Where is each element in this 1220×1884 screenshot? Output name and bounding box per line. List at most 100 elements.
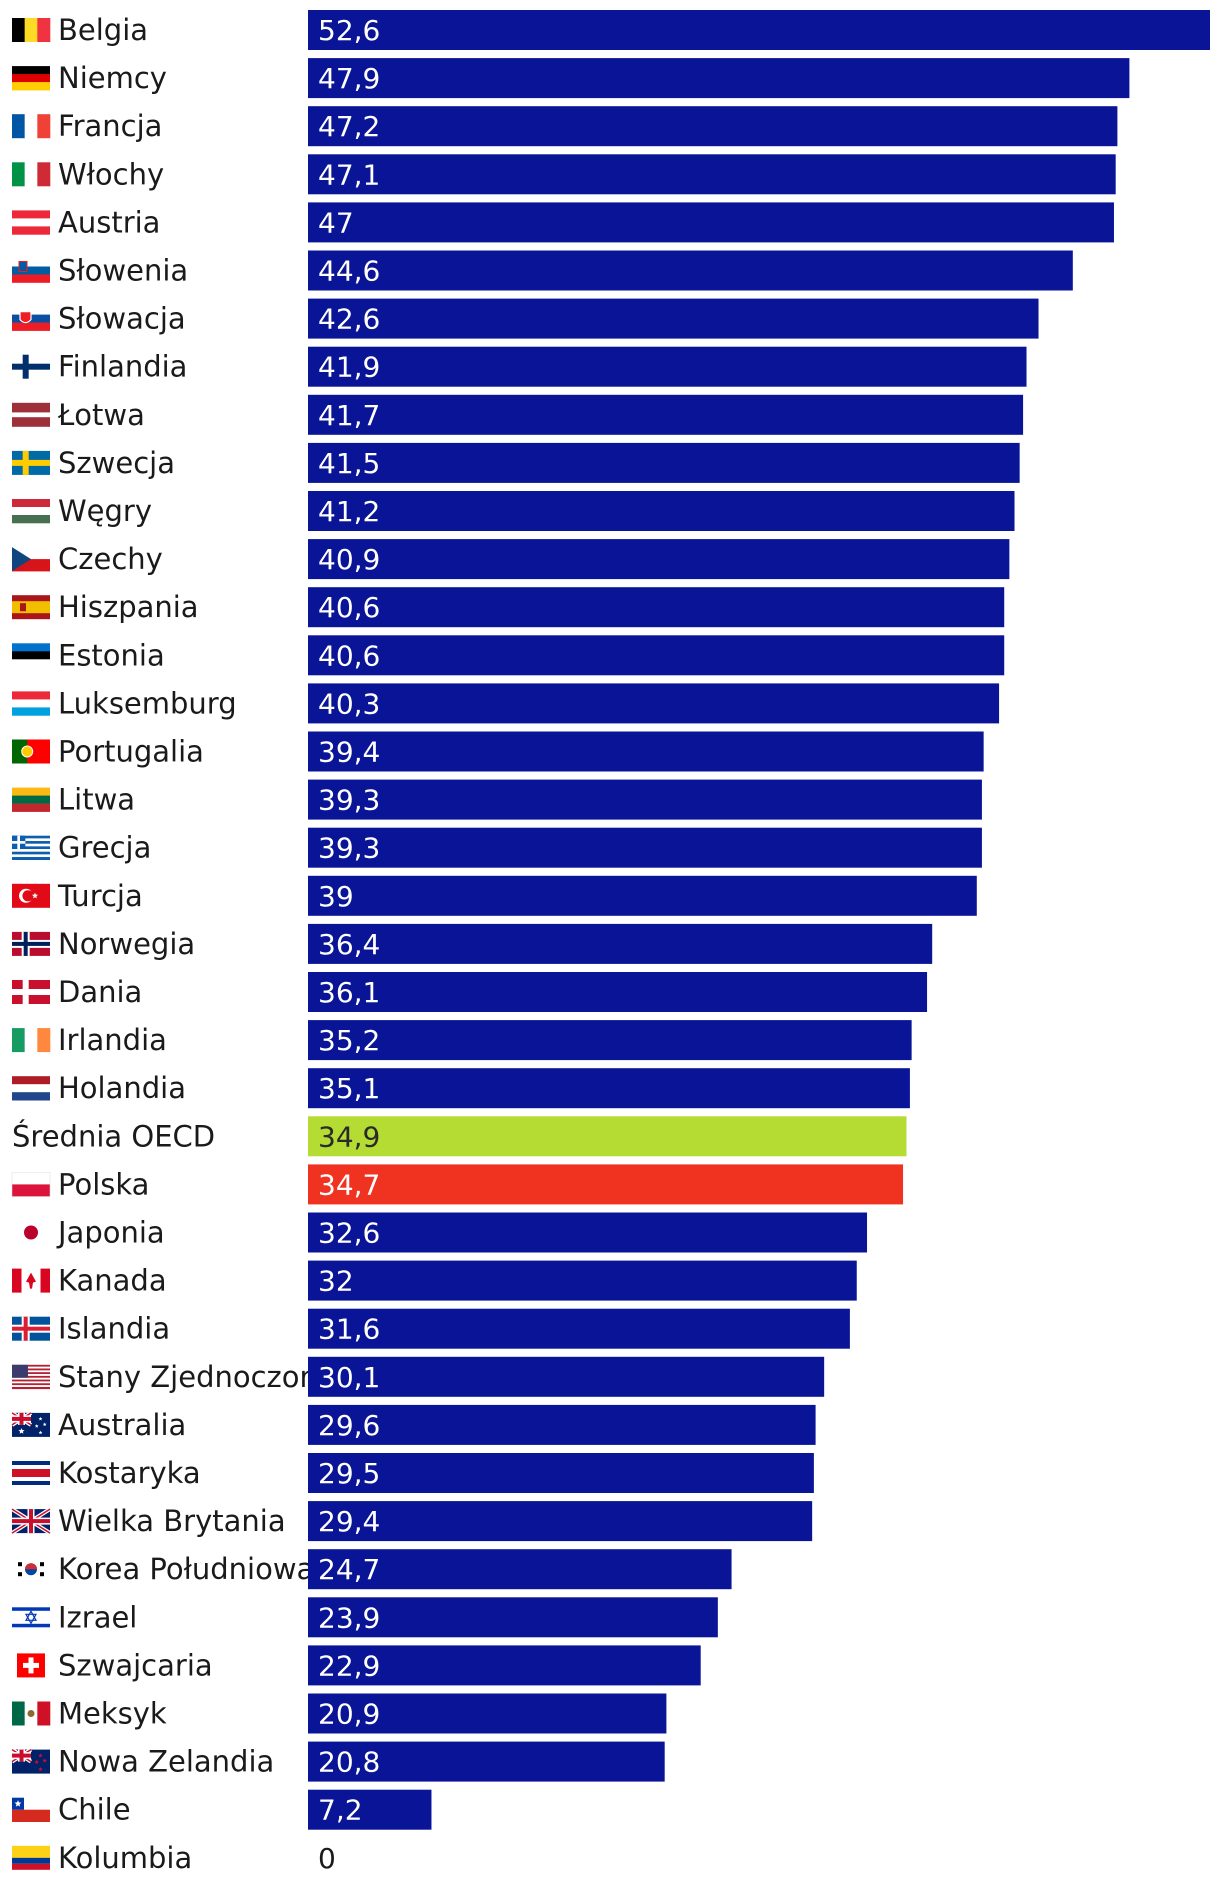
category-label: Finlandia	[58, 350, 187, 384]
category-label: Japonia	[56, 1216, 165, 1250]
data-label: 22,9	[318, 1649, 380, 1682]
bar	[308, 539, 1010, 580]
bar	[308, 1549, 732, 1590]
is-flag-icon	[12, 1316, 50, 1341]
category-label: Estonia	[58, 638, 165, 672]
data-label: 41,5	[318, 447, 380, 480]
data-label: 23,9	[318, 1601, 380, 1634]
chart-row: Japonia 32,6	[12, 1212, 868, 1253]
bar	[308, 1789, 432, 1830]
chart-row: Portugalia 39,4	[12, 731, 984, 772]
chart-row: Węgry 41,2	[12, 491, 1015, 531]
ee-flag-icon	[12, 643, 50, 668]
chart-row: Kolumbia 0	[12, 1841, 336, 1875]
jp-flag-icon	[12, 1220, 50, 1245]
data-label: 44,6	[318, 255, 380, 288]
au-flag-icon	[10, 1411, 50, 1437]
pt-flag-icon	[12, 739, 50, 764]
se-flag-icon	[12, 450, 50, 475]
data-label: 36,4	[318, 928, 380, 961]
data-label: 29,6	[318, 1409, 380, 1442]
chart-row: Słowacja 42,6	[12, 298, 1039, 339]
bar	[308, 1597, 718, 1638]
data-label: 32	[318, 1265, 354, 1298]
category-label: Nowa Zelandia	[58, 1745, 274, 1779]
bar	[308, 346, 1027, 387]
bar	[308, 1693, 667, 1734]
bar	[308, 298, 1039, 339]
data-label: 47,9	[318, 62, 380, 95]
kr-flag-icon	[12, 1557, 50, 1582]
chart-row: Nowa Zelandia 20,8	[10, 1741, 665, 1782]
category-label: Irlandia	[58, 1023, 167, 1057]
bar	[308, 923, 933, 964]
data-label: 7,2	[318, 1794, 363, 1827]
bar	[308, 202, 1114, 243]
category-label: Dania	[58, 975, 142, 1009]
bar	[308, 1260, 857, 1301]
bar	[308, 1020, 912, 1061]
category-label: Luksemburg	[58, 686, 237, 720]
category-label: Średnia OECD	[12, 1119, 215, 1153]
data-label: 47,1	[318, 158, 380, 191]
chart-row: Luksemburg 40,3	[12, 683, 1000, 724]
data-label: 20,9	[318, 1698, 380, 1731]
chart-row: Kanada 32	[12, 1260, 857, 1301]
chart-row: Islandia 31,6	[12, 1308, 850, 1349]
bar	[308, 827, 982, 868]
chart-row: Dania 36,1	[12, 972, 928, 1012]
bar	[308, 1453, 814, 1493]
es-flag-icon	[12, 595, 50, 620]
bar	[308, 972, 928, 1012]
category-label: Portugalia	[58, 735, 204, 769]
data-label: 0	[318, 1842, 336, 1875]
category-label: Czechy	[58, 542, 163, 576]
data-label: 30,1	[318, 1361, 380, 1394]
chart-row: Estonia 40,6	[12, 635, 1005, 676]
category-label: Litwa	[58, 783, 135, 817]
nz-flag-icon	[10, 1747, 50, 1774]
category-label: Węgry	[58, 494, 152, 528]
bar	[308, 1356, 825, 1397]
bar	[308, 394, 1024, 435]
bar	[308, 250, 1073, 291]
category-label: Słowenia	[58, 254, 188, 288]
category-label: Chile	[58, 1793, 131, 1827]
data-label: 47,2	[318, 110, 380, 143]
fi-flag-icon	[12, 354, 50, 379]
chart-row: Słowenia 44,6	[12, 250, 1073, 291]
chart-row: Czechy 40,9	[12, 539, 1010, 580]
category-label: Norwegia	[58, 927, 195, 961]
category-label: Belgia	[58, 13, 148, 47]
data-label: 40,3	[318, 687, 380, 720]
chart-row: Chile 7,2	[12, 1789, 432, 1830]
ie-flag-icon	[12, 1028, 51, 1053]
bar	[308, 1068, 910, 1109]
co-flag-icon	[12, 1845, 50, 1870]
bar	[308, 1404, 816, 1445]
be-flag-icon	[12, 18, 51, 42]
chart-row: Holandia 35,1	[12, 1068, 910, 1109]
chart-row: Francja 47,2	[12, 106, 1118, 147]
data-label: 41,9	[318, 351, 380, 384]
data-label: 47	[318, 206, 354, 239]
category-label: Stany Zjednoczone	[58, 1360, 336, 1394]
chart-row: Belgia 52,6	[12, 10, 1210, 50]
chart-row: Włochy 47,1	[12, 154, 1116, 195]
data-label: 41,2	[318, 495, 380, 528]
bar	[308, 154, 1116, 195]
bar	[308, 1645, 701, 1686]
bar	[308, 1501, 813, 1542]
data-label: 39	[318, 880, 354, 913]
bar	[308, 1212, 868, 1253]
data-label: 52,6	[318, 14, 380, 47]
chart-row: Średnia OECD 34,9	[12, 1116, 907, 1157]
hu-flag-icon	[12, 499, 50, 524]
category-label: Australia	[58, 1408, 186, 1442]
pl-flag-icon	[11, 1172, 51, 1197]
bar	[308, 10, 1210, 50]
sk-flag-icon	[12, 306, 50, 331]
chart-row: Szwecja 41,5	[12, 442, 1020, 483]
chart-row: Australia 29,6	[10, 1404, 816, 1445]
ch-flag-icon	[17, 1653, 45, 1678]
